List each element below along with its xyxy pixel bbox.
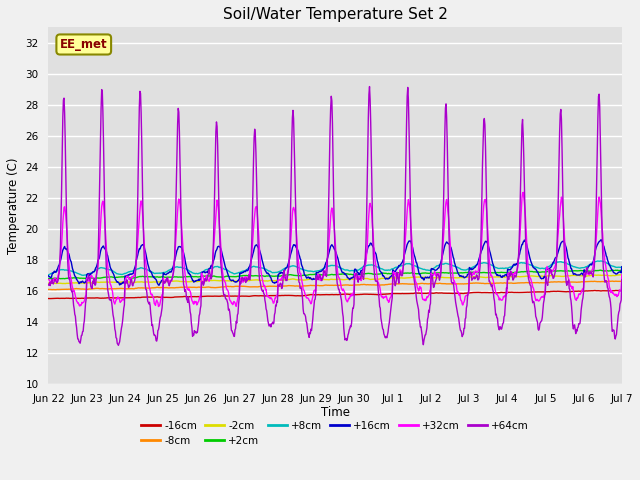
X-axis label: Time: Time <box>321 407 349 420</box>
Text: EE_met: EE_met <box>60 38 108 51</box>
Title: Soil/Water Temperature Set 2: Soil/Water Temperature Set 2 <box>223 7 447 22</box>
Legend: -16cm, -8cm, -2cm, +2cm, +8cm, +16cm, +32cm, +64cm: -16cm, -8cm, -2cm, +2cm, +8cm, +16cm, +3… <box>137 417 533 450</box>
Y-axis label: Temperature (C): Temperature (C) <box>7 157 20 254</box>
